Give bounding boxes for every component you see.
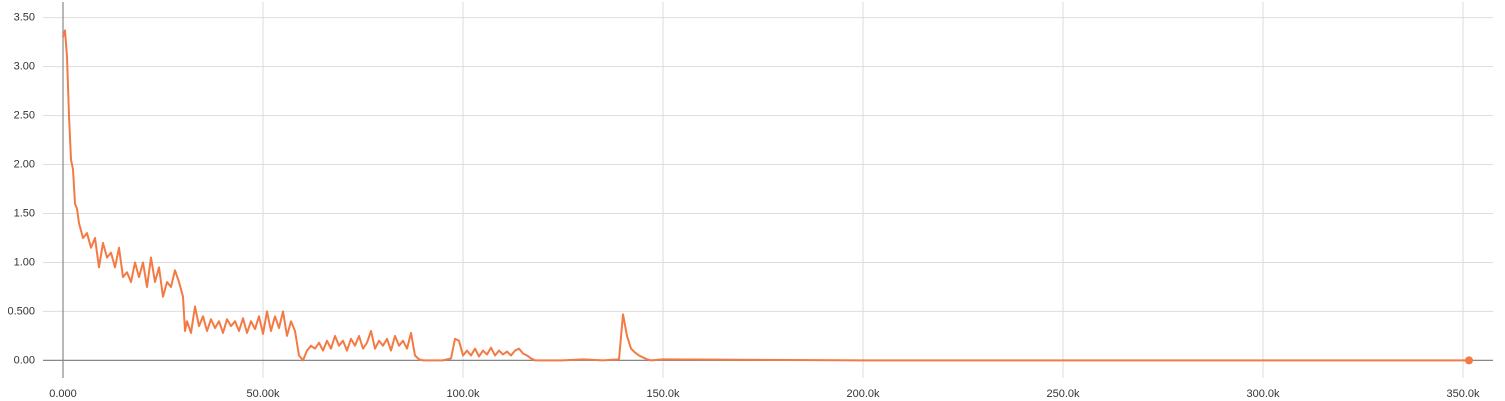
y-tick-label: 1.50	[14, 207, 35, 219]
x-tick-label: 300.0k	[1246, 388, 1280, 400]
x-tick-label: 200.0k	[846, 388, 880, 400]
line-series	[62, 29, 1469, 362]
x-tick-label: 50.00k	[246, 388, 280, 400]
y-tick-label: 0.500	[7, 305, 35, 317]
last-point	[1465, 356, 1473, 365]
y-tick-label: 2.00	[14, 158, 35, 170]
y-tick-label: 1.00	[14, 256, 35, 268]
x-tick-label: 150.0k	[646, 388, 680, 400]
y-tick-label: 3.00	[14, 61, 35, 73]
y-tick-label: 2.50	[14, 109, 35, 121]
x-tick-label: 100.0k	[446, 388, 480, 400]
y-tick-label: 0.00	[14, 354, 35, 366]
y-tick-label: 3.50	[14, 12, 35, 24]
x-tick-label: 350.0k	[1446, 388, 1480, 400]
x-tick-label: 250.0k	[1046, 388, 1080, 400]
x-tick-label: 0.000	[49, 388, 77, 400]
